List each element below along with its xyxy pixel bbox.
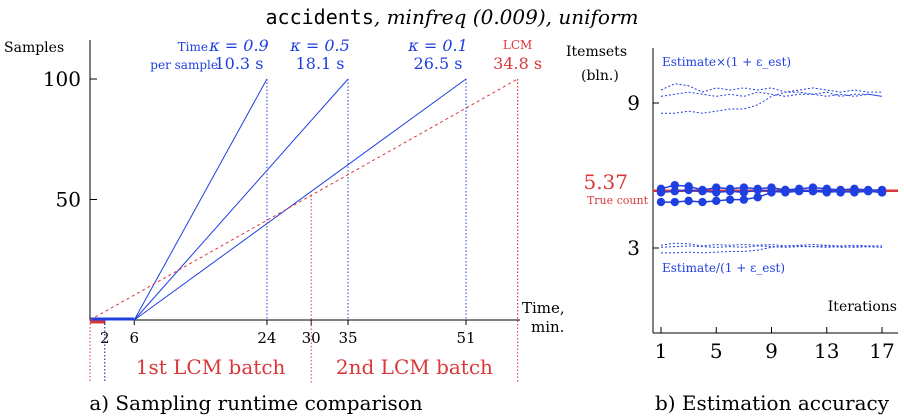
series-time: 10.3 s: [214, 54, 263, 73]
x-axis-label-unit: min.: [531, 318, 564, 336]
accuracy-chart: Itemsets (bln.) Iterations 5.37 True cou…: [566, 44, 898, 334]
series-line: [133, 78, 467, 321]
x-tick-label: 51: [456, 329, 475, 347]
estimate-point: [725, 195, 735, 204]
estimate-point: [822, 188, 831, 197]
runtime-chart: Samples Time, min. Time per sample:: [4, 40, 565, 336]
time-per-sample-label-1: Time: [178, 40, 208, 54]
estimate-point: [877, 188, 887, 197]
caption-b: b) Estimation accuracy: [655, 391, 890, 415]
estimate-point: [808, 187, 818, 196]
series-line: [133, 78, 268, 321]
estimate-point: [684, 196, 693, 206]
lower-band-line: [660, 242, 882, 247]
estimate-point: [767, 188, 776, 197]
estimate-point: [781, 185, 790, 195]
series-time: 18.1 s: [296, 54, 345, 73]
series-time: 34.8 s: [493, 54, 542, 73]
estimate-point: [712, 188, 721, 197]
series-time: 26.5 s: [414, 54, 463, 73]
title-params: , minfreq (0.009), uniform: [374, 5, 639, 29]
series-label: LCM: [503, 38, 532, 52]
right-y-axis-label-unit: (bln.): [581, 68, 619, 84]
upper-band-label: Estimate×(1 + ε_est): [662, 55, 791, 69]
right-x-tick-label: 5: [710, 339, 723, 363]
estimate-point: [656, 188, 666, 197]
right-y-tick-label: 9: [627, 91, 640, 115]
series-line: [89, 78, 518, 321]
true-count-value: 5.37: [583, 170, 628, 194]
estimate-point: [863, 187, 873, 196]
estimate-point: [656, 197, 666, 207]
right-y-tick-label: 3: [627, 236, 640, 260]
figure-title: accidents, minfreq (0.009), uniform: [266, 5, 639, 29]
right-x-axis-label: Iterations: [828, 299, 897, 315]
estimate-point: [670, 197, 680, 207]
title-dataset: accidents: [266, 5, 374, 29]
upper-band-line: [661, 91, 883, 114]
y-tick-label: 50: [56, 188, 81, 212]
true-count-label: True count: [587, 194, 649, 207]
estimate-point: [739, 195, 749, 204]
y-axis-label: Samples: [4, 40, 64, 56]
right-y-axis-label: Itemsets: [566, 44, 627, 60]
right-x-tick-label: 17: [869, 339, 894, 363]
estimate-point: [836, 187, 845, 196]
upper-band-line: [660, 83, 882, 93]
series-label: κ = 0.9: [208, 36, 269, 55]
batch-label: 2nd LCM batch: [336, 355, 493, 379]
estimate-point: [850, 188, 859, 197]
right-x-tick-label: 13: [814, 339, 839, 363]
estimate-point: [794, 185, 804, 195]
series-label: κ = 0.1: [407, 36, 468, 55]
x-tick-label: 6: [129, 329, 139, 347]
estimate-point: [712, 196, 721, 206]
estimate-point: [670, 187, 680, 196]
lower-band-line: [661, 245, 883, 254]
lower-band-label: Estimate/(1 + ε_est): [662, 261, 785, 275]
caption-a: a) Sampling runtime comparison: [89, 391, 422, 415]
estimate-point: [670, 180, 680, 190]
right-x-tick-label: 9: [765, 339, 778, 363]
y-tick-label: 100: [43, 67, 81, 91]
x-tick-label: 30: [302, 329, 321, 347]
estimate-point: [739, 188, 749, 197]
estimate-point: [753, 193, 762, 202]
estimate-point: [684, 185, 693, 195]
series-label: κ = 0.5: [289, 36, 350, 55]
time-per-sample-label-2: per sample:: [150, 58, 222, 72]
right-x-tick-label: 1: [655, 339, 668, 363]
series-line: [133, 78, 349, 321]
estimate-point: [725, 187, 735, 196]
x-axis-label: Time,: [522, 299, 565, 317]
x-tick-label: 35: [339, 329, 358, 347]
batch-label: 1st LCM batch: [136, 355, 286, 379]
upper-band-line: [660, 91, 883, 97]
x-tick-label: 24: [257, 329, 276, 347]
estimate-point: [698, 197, 707, 207]
estimate-point: [753, 185, 762, 195]
estimate-point: [698, 187, 707, 196]
